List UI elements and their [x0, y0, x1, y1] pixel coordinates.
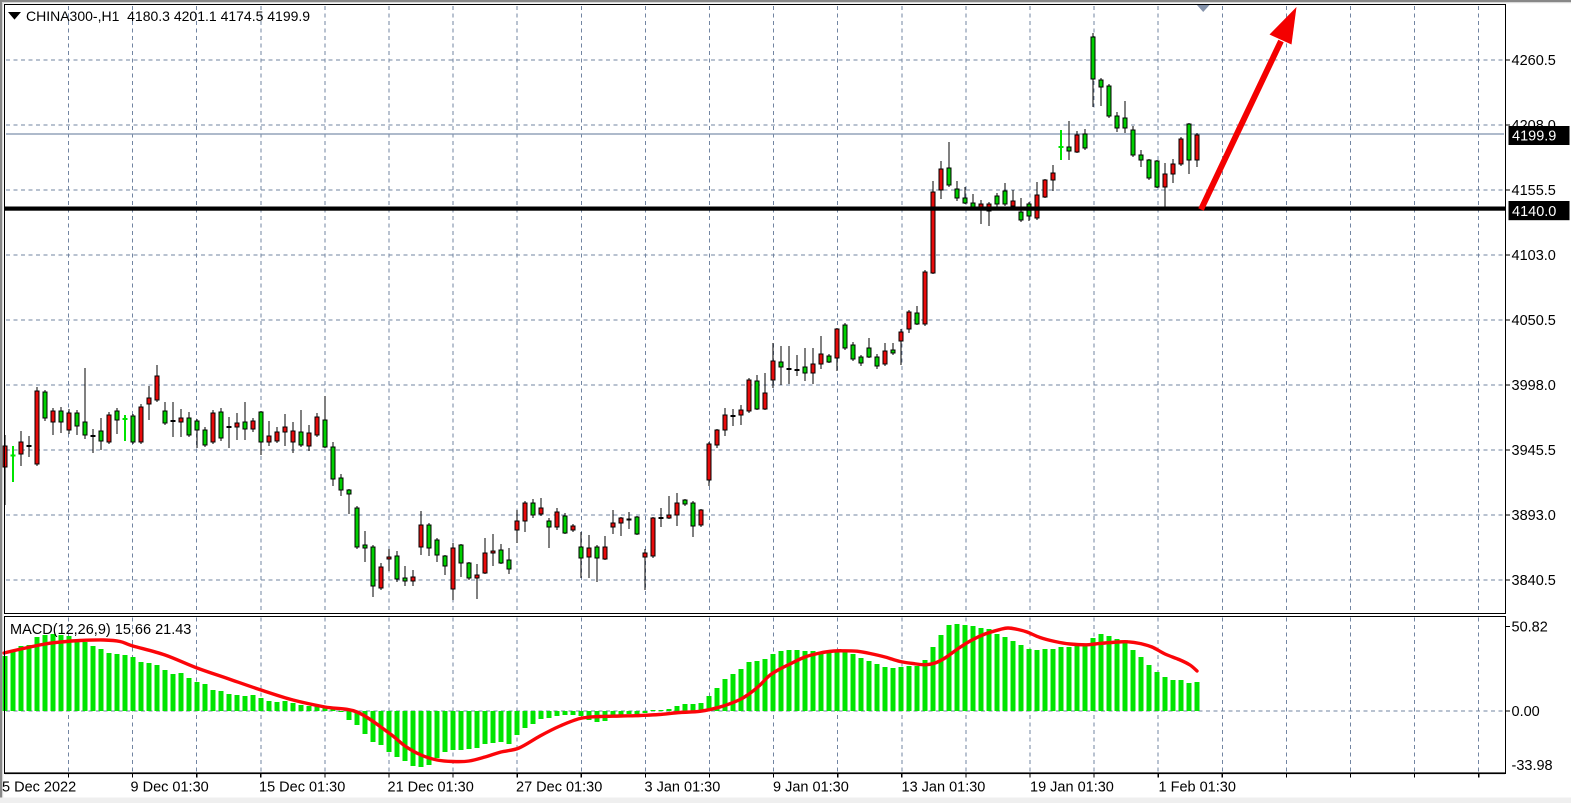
svg-text:9 Dec 01:30: 9 Dec 01:30 [131, 780, 209, 796]
svg-text:CHINA300-,H1 4180.3 4201.1 41: CHINA300-,H1 4180.3 4201.1 4174.5 4199.9 [26, 8, 310, 24]
svg-text:13 Jan 01:30: 13 Jan 01:30 [902, 780, 986, 796]
svg-text:4199.9: 4199.9 [1512, 129, 1556, 145]
svg-text:15 Dec 01:30: 15 Dec 01:30 [259, 780, 345, 796]
svg-text:0.00: 0.00 [1512, 704, 1540, 720]
svg-text:4050.5: 4050.5 [1512, 313, 1556, 329]
svg-text:4260.5: 4260.5 [1512, 53, 1556, 69]
svg-text:3998.0: 3998.0 [1512, 378, 1556, 394]
svg-text:4103.0: 4103.0 [1512, 248, 1556, 264]
svg-text:3840.5: 3840.5 [1512, 573, 1556, 589]
svg-text:MACD(12,26,9) 15.66 21.43: MACD(12,26,9) 15.66 21.43 [10, 622, 191, 638]
svg-text:4140.0: 4140.0 [1512, 204, 1556, 220]
svg-text:4155.5: 4155.5 [1512, 183, 1556, 199]
svg-text:50.82: 50.82 [1512, 620, 1548, 636]
svg-text:5 Dec 2022: 5 Dec 2022 [2, 780, 76, 796]
svg-text:-33.98: -33.98 [1512, 758, 1553, 774]
svg-text:3945.5: 3945.5 [1512, 443, 1556, 459]
svg-text:27 Dec 01:30: 27 Dec 01:30 [516, 780, 602, 796]
svg-text:21 Dec 01:30: 21 Dec 01:30 [388, 780, 474, 796]
svg-text:19 Jan 01:30: 19 Jan 01:30 [1030, 780, 1114, 796]
svg-text:1 Feb 01:30: 1 Feb 01:30 [1159, 780, 1236, 796]
svg-text:9 Jan 01:30: 9 Jan 01:30 [773, 780, 849, 796]
svg-text:3 Jan 01:30: 3 Jan 01:30 [645, 780, 721, 796]
svg-text:3893.0: 3893.0 [1512, 508, 1556, 524]
